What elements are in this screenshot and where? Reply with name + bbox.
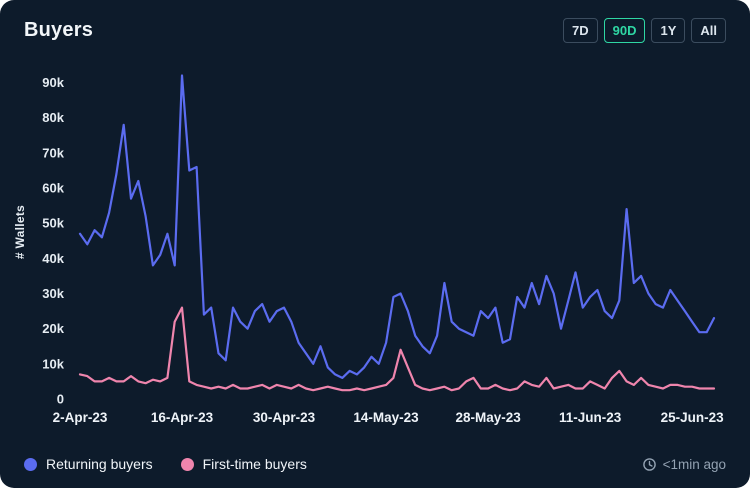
y-axis-tick: 60k — [42, 181, 64, 196]
updated-text: <1min ago — [662, 456, 726, 472]
x-axis-tick: 11-Jun-23 — [559, 410, 622, 425]
last-updated: <1min ago — [642, 457, 726, 472]
range-button-90d[interactable]: 90D — [603, 18, 646, 43]
y-axis-tick: 80k — [42, 110, 64, 125]
y-axis-tick: 0 — [57, 392, 64, 407]
y-axis-tick: 30k — [42, 286, 64, 301]
range-button-1y[interactable]: 1Y — [651, 18, 686, 43]
time-range-selector: 7D 90D 1Y All — [562, 18, 726, 43]
x-axis-tick: 16-Apr-23 — [151, 410, 214, 425]
card-header: Buyers 7D 90D 1Y All — [0, 0, 750, 47]
x-axis-tick: 14-May-23 — [353, 410, 419, 425]
y-axis-tick: 70k — [42, 145, 64, 160]
page-title: Buyers — [24, 19, 94, 41]
legend-label: Returning buyers — [46, 456, 153, 472]
chart-legend: Returning buyers First-time buyers — [24, 456, 307, 472]
range-button-7d[interactable]: 7D — [562, 18, 598, 43]
returning-buyers-dot-icon — [24, 457, 37, 471]
returning-buyers-line — [78, 74, 716, 379]
x-axis-tick: 28-May-23 — [455, 410, 521, 425]
y-axis-tick: 40k — [42, 251, 64, 266]
legend-item-returning-buyers[interactable]: Returning buyers — [24, 456, 153, 472]
first-time-buyers-dot-icon — [180, 457, 194, 471]
chart-area: 0 10k 20k 30k 40k 50k 60k 70k 80k 90k 2-Apr-23 16-A… — [0, 47, 750, 452]
y-axis-tick: 90k — [42, 75, 64, 90]
card-footer: Returning buyers First-time buyers <1min… — [0, 452, 750, 488]
x-axis-tick: 2-Apr-23 — [53, 410, 108, 425]
x-axis-tick: 25-Jun-23 — [661, 410, 725, 425]
buyers-line-chart[interactable]: 0 10k 20k 30k 40k 50k 60k 70k 80k 90k 2-Apr-23 16-A… — [0, 47, 750, 427]
y-axis-tick: 10k — [42, 356, 64, 371]
legend-label: First-time buyers — [202, 456, 307, 472]
legend-item-first-time-buyers[interactable]: First-time buyers — [180, 456, 307, 472]
range-button-all[interactable]: All — [691, 18, 726, 43]
x-axis-tick: 30-Apr-23 — [253, 410, 316, 425]
history-clock-icon — [642, 457, 656, 471]
y-axis-tick: 20k — [42, 321, 64, 336]
y-axis-label: # Wallets — [13, 205, 27, 259]
first-time-buyers-line — [78, 306, 716, 392]
y-axis-tick: 50k — [42, 216, 64, 231]
